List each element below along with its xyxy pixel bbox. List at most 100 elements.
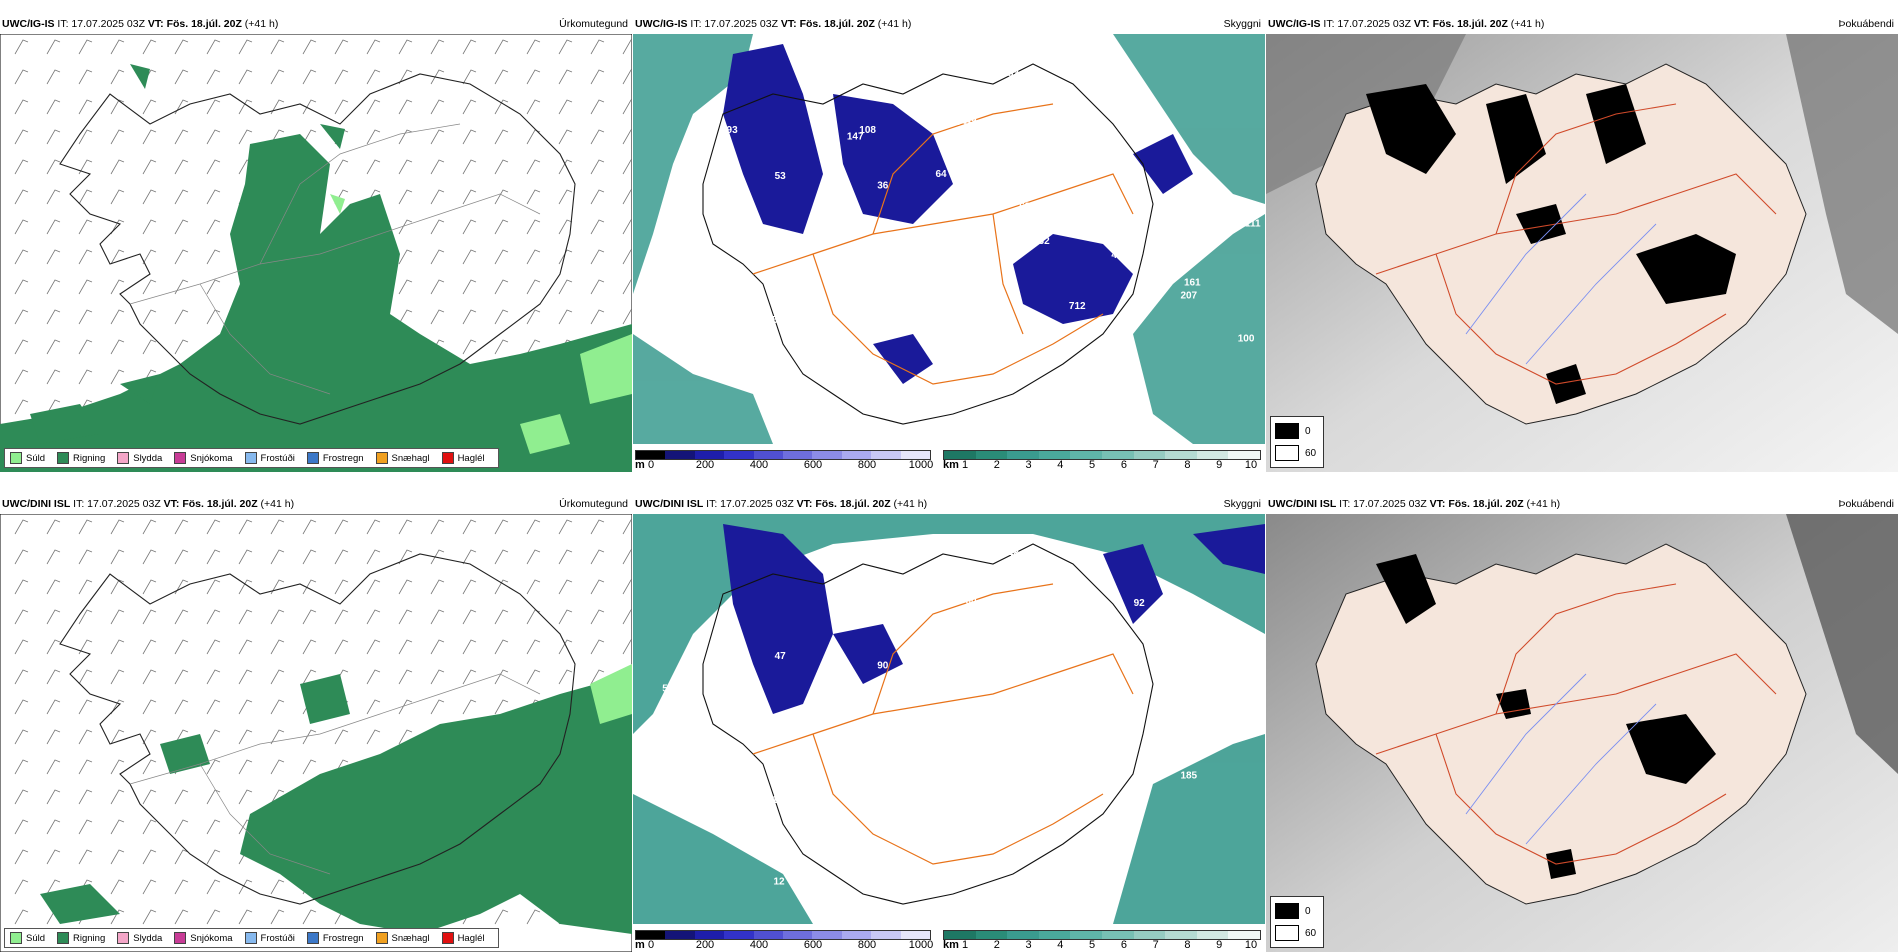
visibility-label: 159 <box>1026 205 1043 216</box>
panel-title: Þokuábendi <box>1838 498 1894 510</box>
panel-header: UWC/DINI ISL IT: 17.07.2025 03Z VT: Fös.… <box>1266 494 1898 514</box>
fog-patches <box>1366 84 1736 404</box>
wind-barb <box>398 519 413 535</box>
colorbar-tick: 10 <box>1244 459 1258 471</box>
visibility-label: 98 <box>827 257 839 268</box>
wind-barb <box>14 639 29 655</box>
visibility-label: 116 <box>1108 349 1125 360</box>
wind-barb <box>110 339 125 355</box>
drizzle-areas <box>590 664 632 724</box>
legend-swatch <box>117 932 130 944</box>
wind-barb <box>110 249 125 265</box>
wind-barb <box>622 159 632 175</box>
visibility-label: 232 <box>1033 236 1050 247</box>
wind-barb <box>494 339 509 355</box>
wind-barb <box>174 879 189 895</box>
rain-areas <box>40 674 632 934</box>
visibility-label: 104 <box>950 117 967 128</box>
wind-barb <box>14 789 29 805</box>
wind-barb <box>174 99 189 115</box>
iceland-land <box>1315 543 1807 905</box>
wind-barb <box>174 39 189 55</box>
wind-barb <box>398 39 413 55</box>
wind-barb <box>590 279 605 295</box>
wind-barb <box>398 189 413 205</box>
visibility-label: 57 <box>772 315 784 326</box>
precip-panel-bottom: UWC/DINI ISL IT: 17.07.2025 03Z VT: Fös.… <box>0 494 632 952</box>
precip-legend: Súld Rigning Slydda Snjókoma Frostúði Frostre… <box>4 928 499 948</box>
wind-barb <box>462 699 477 715</box>
colorbar-tick: 1000 <box>908 939 934 951</box>
wind-barb <box>78 309 93 325</box>
wind-barb <box>526 669 541 685</box>
wind-barb <box>398 249 413 265</box>
wind-barb <box>142 279 157 295</box>
visibility-label: 207 <box>1180 290 1197 301</box>
wind-barb <box>46 279 61 295</box>
wind-barb <box>366 159 381 175</box>
wind-barb <box>302 759 317 775</box>
model-name: UWC/IG-IS <box>2 18 55 30</box>
wind-barb <box>14 669 29 685</box>
colorbar-tick: 1 <box>961 939 969 951</box>
wind-barb <box>78 639 93 655</box>
visibility-label: 52 <box>1033 716 1045 727</box>
wind-barb <box>110 189 125 205</box>
wind-barb <box>174 669 189 685</box>
panel-header: UWC/DINI ISL IT: 17.07.2025 03Z VT: Fös.… <box>633 494 1265 514</box>
legend-swatch <box>57 932 70 944</box>
wind-barb <box>334 519 349 535</box>
wind-barb <box>14 249 29 265</box>
wind-barb <box>142 39 157 55</box>
wind-barb <box>398 279 413 295</box>
wind-barb <box>526 219 541 235</box>
visibility-label: 59 <box>982 179 994 190</box>
visibility-label: 79 <box>673 789 685 800</box>
wind-barb <box>206 309 221 325</box>
wind-barb <box>270 609 285 625</box>
wind-barb <box>302 99 317 115</box>
visibility-label: 54 <box>991 179 1003 190</box>
visibility-label: 90 <box>877 661 889 672</box>
valid-time: Fös. 18.júl. 20Z <box>815 498 891 510</box>
wind-barb <box>14 909 29 925</box>
wind-barb <box>14 159 29 175</box>
visibility-label: 61 <box>1095 838 1107 849</box>
visibility-label: 66 <box>936 649 948 660</box>
visibility-label: 120 <box>856 70 873 81</box>
visibility-ticks: 1 2 3 4 5 6 7 8 9 10 <box>943 939 1261 951</box>
visibility-label: 110 <box>1111 730 1128 741</box>
wind-barb <box>238 699 253 715</box>
wind-barb <box>46 339 61 355</box>
wind-barb <box>494 669 509 685</box>
wind-barb <box>46 789 61 805</box>
legend-label: Slydda <box>133 932 163 944</box>
wind-barb <box>110 579 125 595</box>
wind-barb <box>142 519 157 535</box>
legend-swatch <box>244 932 257 944</box>
legend-label: Súld <box>26 932 46 944</box>
wind-barb <box>398 699 413 715</box>
visibility-label: 154 <box>686 323 703 334</box>
colorbar-tick: 800 <box>857 939 877 951</box>
wind-barb <box>622 309 632 325</box>
ceiling-ticks: 0 200 400 600 800 1000 <box>635 459 933 471</box>
colorbar-tick: 2 <box>993 459 1000 471</box>
wind-barb <box>590 39 605 55</box>
wind-barb <box>14 519 29 535</box>
wind-barb <box>302 729 317 745</box>
wind-barb <box>174 309 189 325</box>
wind-barb <box>366 129 381 145</box>
wind-barb <box>142 849 157 865</box>
wind-barb <box>14 339 29 355</box>
wind-barb <box>558 549 573 565</box>
wind-barb <box>46 69 61 85</box>
ceiling-strip <box>635 450 931 460</box>
wind-barb <box>590 639 605 655</box>
colorbar-tick: 8 <box>1184 939 1191 951</box>
panel-title: Skyggni <box>1223 18 1261 30</box>
wind-barb <box>46 729 61 745</box>
wind-barb <box>366 39 381 55</box>
wind-barb <box>238 609 253 625</box>
visibility-label: 59 <box>994 328 1006 339</box>
